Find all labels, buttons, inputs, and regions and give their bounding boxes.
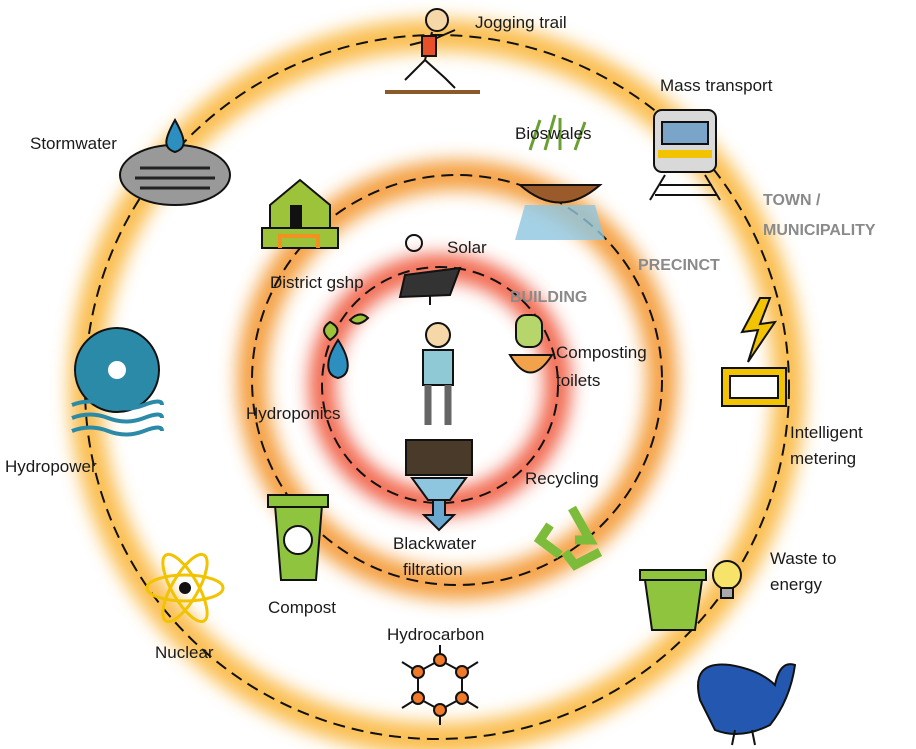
label: Mass transport — [660, 76, 773, 95]
label: Composting — [556, 343, 647, 362]
icon-molecule — [402, 645, 478, 725]
diagram: Jogging trail Mass transport TOWN / MUNI… — [0, 0, 916, 749]
label: metering — [790, 449, 856, 468]
ring-label: MUNICIPALITY — [763, 222, 876, 239]
label: Compost — [268, 598, 336, 617]
label: District gshp — [270, 273, 364, 292]
label: Nuclear — [155, 643, 214, 662]
icon-meter — [722, 368, 786, 406]
label: filtration — [403, 560, 463, 579]
label: Bioswales — [515, 124, 592, 143]
label: toilets — [556, 371, 600, 390]
label: Hydroponics — [246, 404, 341, 423]
label: Solar — [447, 238, 487, 257]
label: Stormwater — [30, 134, 117, 153]
icon-filtration — [406, 440, 472, 530]
icon-waste-energy — [640, 561, 741, 630]
label: Blackwater — [393, 534, 476, 553]
label: Hydropower — [5, 457, 97, 476]
icon-house — [262, 180, 338, 248]
label: Jogging trail — [475, 13, 567, 32]
icon-person — [423, 323, 453, 425]
ring-label: PRECINCT — [638, 257, 720, 274]
ring-label: BUILDING — [510, 289, 587, 306]
label: energy — [770, 575, 822, 594]
ring-label: TOWN / — [763, 192, 821, 209]
label: Waste to — [770, 549, 836, 568]
icon-rooster — [698, 664, 795, 745]
icon-compost-bin — [268, 495, 328, 580]
label: Intelligent — [790, 423, 863, 442]
label: Recycling — [525, 469, 599, 488]
label: Hydrocarbon — [387, 625, 484, 644]
